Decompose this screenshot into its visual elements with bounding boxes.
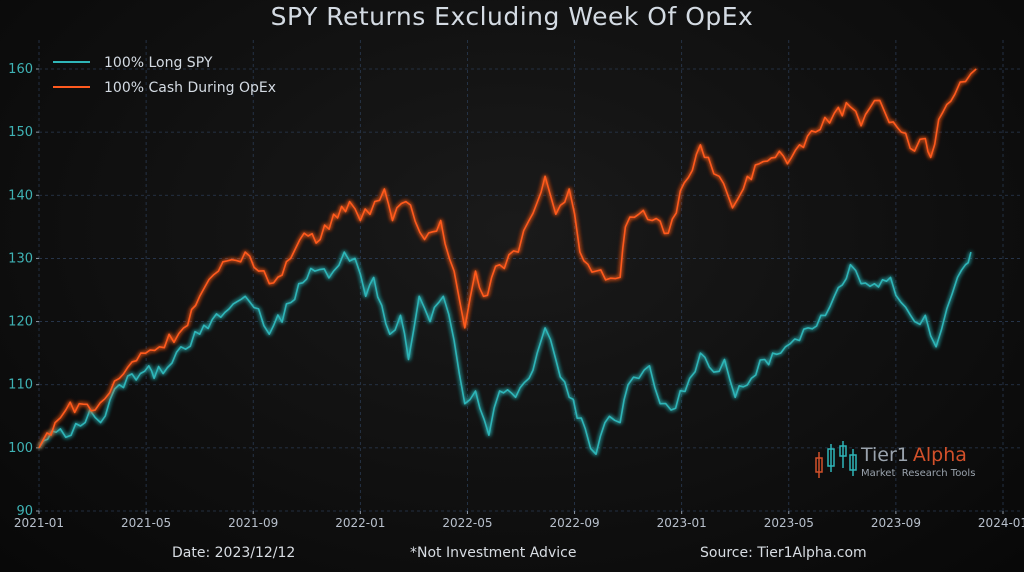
logo-tagline: Market Research Tools bbox=[861, 468, 975, 479]
x-tick-label: 2022-09 bbox=[549, 516, 599, 530]
y-tick-label: 110 bbox=[8, 378, 33, 393]
legend-label-cash-opex: 100% Cash During OpEx bbox=[104, 80, 276, 96]
chart-title: SPY Returns Excluding Week Of OpEx bbox=[270, 2, 754, 31]
x-axis: 2021-01 2021-05 2021-09 2022-01 2022-05 2022-… bbox=[14, 511, 1024, 530]
y-tick-label: 100 bbox=[8, 441, 33, 456]
y-tick-label: 130 bbox=[8, 251, 33, 266]
y-tick-label: 140 bbox=[8, 188, 33, 203]
legend-label-long-spy: 100% Long SPY bbox=[104, 55, 213, 71]
series-group bbox=[38, 68, 977, 455]
x-tick-label: 2024-01 bbox=[978, 516, 1024, 530]
series-line-long-spy bbox=[38, 251, 972, 455]
footer: Date: 2023/12/12 *Not Investment Advice … bbox=[0, 545, 1024, 567]
x-tick-label: 2021-09 bbox=[228, 516, 278, 530]
y-tick-label: 90 bbox=[16, 504, 33, 519]
x-tick-label: 2023-09 bbox=[871, 516, 921, 530]
x-tick-label: 2023-05 bbox=[764, 516, 814, 530]
y-axis: 90 100 110 120 130 140 150 160 bbox=[8, 62, 39, 519]
y-tick-label: 120 bbox=[8, 315, 33, 330]
logo: Tier1 Alpha Market Research Tools bbox=[815, 441, 975, 479]
x-tick-label: 2021-01 bbox=[14, 516, 64, 530]
series-line-cash-opex bbox=[38, 68, 977, 449]
x-tick-label: 2022-05 bbox=[442, 516, 492, 530]
legend: 100% Long SPY 100% Cash During OpEx bbox=[53, 55, 276, 96]
x-tick-label: 2022-01 bbox=[335, 516, 385, 530]
footer-disclaimer: *Not Investment Advice bbox=[410, 545, 577, 561]
candlestick-icon bbox=[815, 441, 857, 478]
grid bbox=[38, 40, 1020, 512]
x-tick-label: 2021-05 bbox=[121, 516, 171, 530]
x-tick-label: 2023-01 bbox=[657, 516, 707, 530]
logo-wordmark: Tier1 Alpha bbox=[860, 444, 967, 466]
y-tick-label: 150 bbox=[8, 125, 33, 140]
y-tick-label: 160 bbox=[8, 62, 33, 77]
footer-date: Date: 2023/12/12 bbox=[172, 545, 296, 561]
footer-source: Source: Tier1Alpha.com bbox=[700, 545, 867, 561]
